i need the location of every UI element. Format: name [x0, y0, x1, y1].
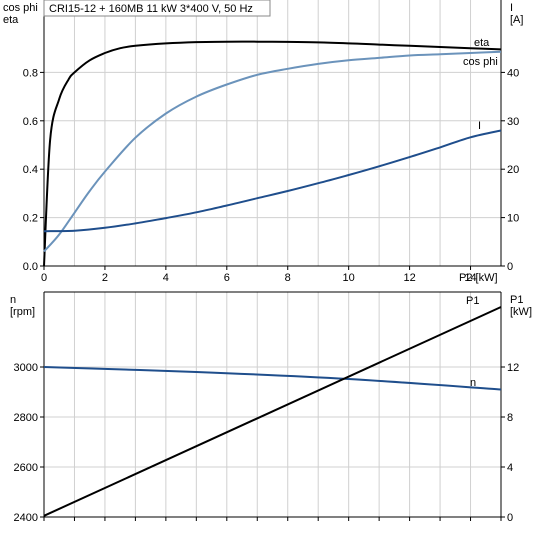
y-tick-label-left: 0.6 — [23, 116, 38, 128]
y-tick-label-left: 0.8 — [23, 67, 38, 79]
y-tick-label-left: 0.4 — [23, 164, 38, 176]
y-tick-label-right: 8 — [507, 412, 513, 424]
series-line-eta — [43, 40, 502, 267]
x-axis-label: P2 [kW] — [459, 272, 498, 284]
series-line-cos-phi — [43, 50, 502, 253]
series-label-p1: P1 — [466, 295, 479, 307]
y-axis-label-left: n — [10, 294, 16, 306]
series-label-i: I — [478, 120, 481, 132]
y-tick-label-left: 2800 — [14, 412, 38, 424]
x-tick-label: 4 — [163, 272, 169, 284]
y-tick-label-right: 10 — [507, 213, 519, 225]
series-label-cos-phi: cos phi — [463, 56, 498, 68]
x-tick-label: 6 — [224, 272, 230, 284]
y-axis-label-right: I — [510, 2, 513, 14]
y-tick-label-left: 3000 — [14, 362, 38, 374]
x-tick-label: 2 — [102, 272, 108, 284]
y-tick-label-right: 20 — [507, 164, 519, 176]
x-tick-label: 0 — [41, 272, 47, 284]
y-tick-label-left: 2400 — [14, 512, 38, 524]
y-tick-label-right: 12 — [507, 362, 519, 374]
y-axis-label-left: cos phi — [3, 2, 38, 14]
y-tick-label-right: 40 — [507, 67, 519, 79]
x-tick-label: 10 — [343, 272, 355, 284]
y-axis-label-left: eta — [3, 14, 19, 26]
y-tick-label-right: 0 — [507, 261, 513, 273]
y-tick-label-right: 4 — [507, 462, 513, 474]
y-axis-label-right: [kW] — [510, 306, 532, 318]
x-tick-label: 12 — [403, 272, 415, 284]
title-box — [43, 0, 271, 17]
series-line-n — [43, 366, 502, 391]
x-tick-label: 14 — [464, 272, 476, 284]
chart-title: CRI15-12 + 160MB 11 kW 3*400 V, 50 Hz — [49, 3, 253, 15]
x-tick-label: 8 — [285, 272, 291, 284]
y-axis-label-left: [rpm] — [10, 306, 35, 318]
series-line-p1 — [43, 306, 502, 517]
series-label-eta: eta — [474, 37, 490, 49]
series-line-i — [43, 129, 502, 233]
y-axis-label-right: [A] — [510, 14, 523, 26]
y-tick-label-left: 2600 — [14, 462, 38, 474]
y-tick-label-left: 0.0 — [23, 261, 38, 273]
y-tick-label-left: 0.2 — [23, 213, 38, 225]
y-tick-label-right: 0 — [507, 512, 513, 524]
y-tick-label-right: 30 — [507, 116, 519, 128]
y-axis-label-right: P1 — [510, 294, 523, 306]
series-label-n: n — [470, 377, 476, 389]
